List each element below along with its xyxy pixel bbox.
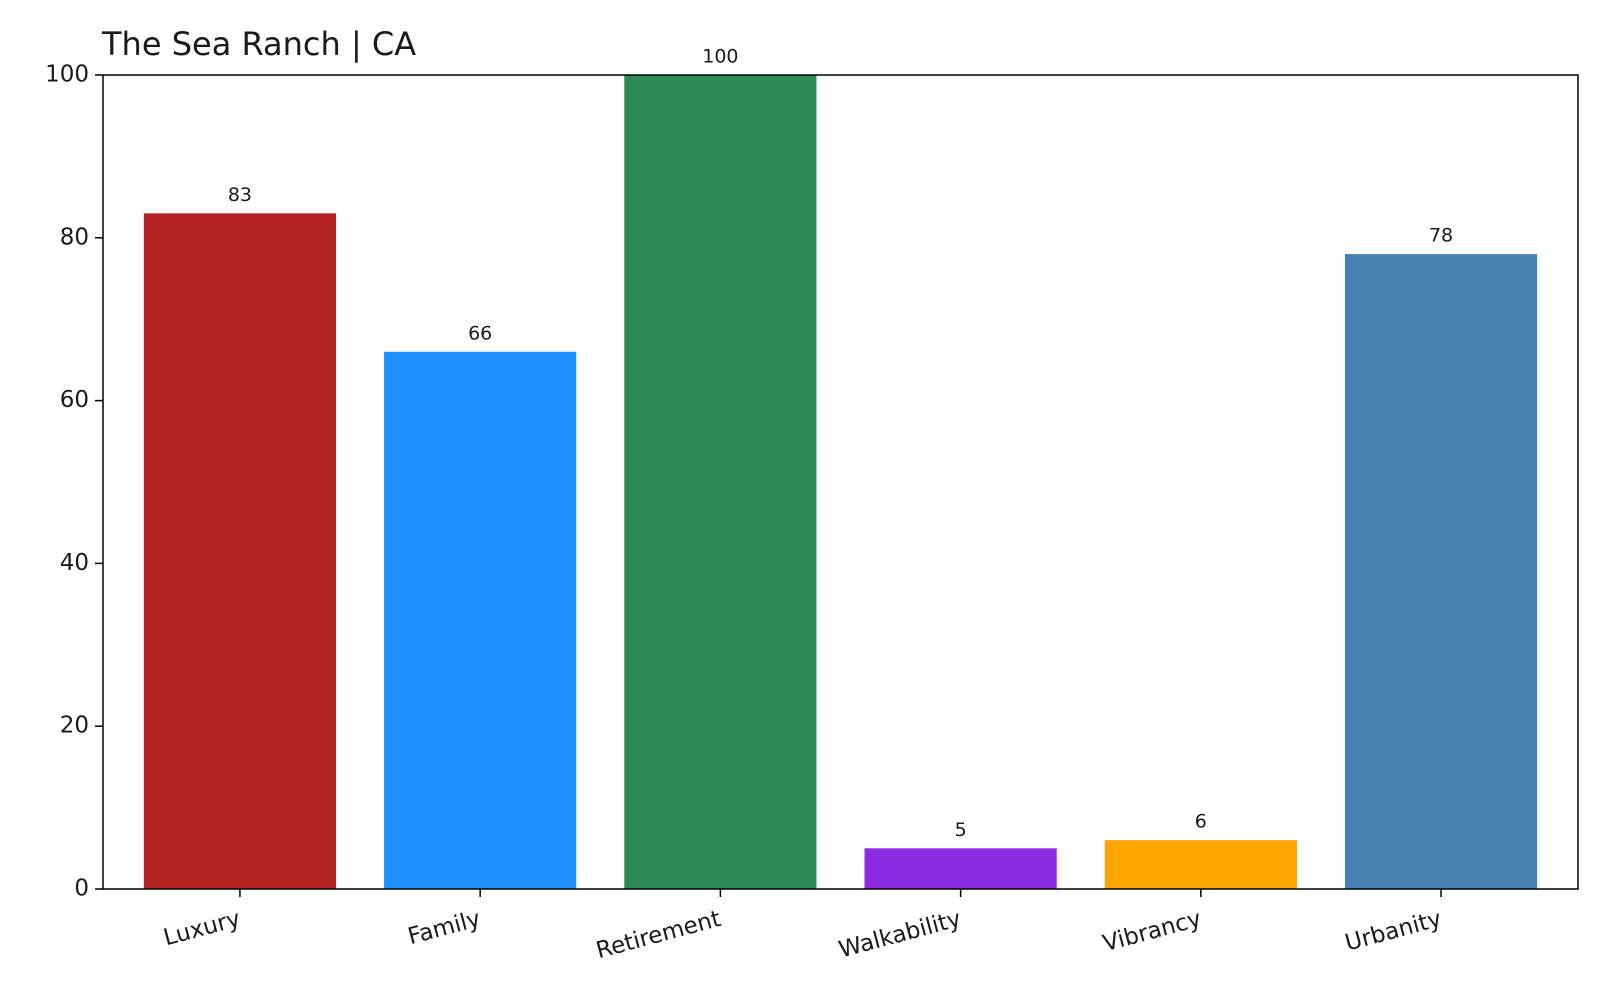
bar [1104, 840, 1297, 889]
bar [384, 351, 577, 889]
x-tick-label: Urbanity [1342, 906, 1444, 957]
value-label: 6 [1195, 811, 1207, 833]
value-label: 83 [228, 184, 252, 206]
bar [143, 213, 337, 889]
bar [864, 848, 1057, 889]
chart-title: The Sea Ranch | CA [101, 25, 416, 63]
bar [1344, 254, 1538, 889]
x-tick-label: Retirement [593, 906, 723, 964]
value-label: 5 [955, 819, 967, 841]
value-label: 100 [702, 46, 738, 68]
y-tick-label: 40 [60, 550, 89, 576]
y-tick-label: 60 [60, 387, 89, 413]
x-tick-label: Luxury [161, 906, 243, 951]
plot-frame [102, 74, 1579, 890]
y-tick-label: 20 [60, 713, 89, 739]
y-tick-label: 100 [45, 62, 89, 88]
value-label: 66 [468, 322, 492, 344]
value-label: 78 [1429, 225, 1453, 247]
x-tick-label: Vibrancy [1100, 906, 1204, 957]
y-tick-label: 80 [60, 224, 89, 250]
bar [624, 75, 817, 889]
x-tick-label: Walkability [836, 906, 964, 964]
x-tick-label: Family [405, 906, 483, 950]
y-tick-label: 0 [74, 876, 89, 902]
